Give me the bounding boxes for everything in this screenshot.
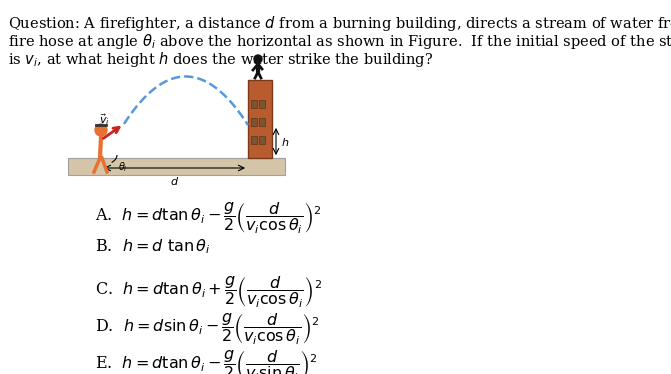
Circle shape xyxy=(95,124,107,136)
Polygon shape xyxy=(68,158,285,175)
Text: $\vec{v}_i$: $\vec{v}_i$ xyxy=(99,113,110,128)
Text: $h$: $h$ xyxy=(281,135,289,147)
Text: Question: A firefighter, a distance $d$ from a burning building, directs a strea: Question: A firefighter, a distance $d$ … xyxy=(8,14,671,33)
Text: C.  $h = d \tan \theta_i + \dfrac{g}{2}\left(\dfrac{d}{v_i \cos \theta_i}\right): C. $h = d \tan \theta_i + \dfrac{g}{2}\l… xyxy=(95,274,322,310)
Text: $\theta_i$: $\theta_i$ xyxy=(118,160,127,174)
Polygon shape xyxy=(259,136,265,144)
Polygon shape xyxy=(251,118,257,126)
Polygon shape xyxy=(259,100,265,108)
Text: B.  $h = d\ \tan \theta_i$: B. $h = d\ \tan \theta_i$ xyxy=(95,237,211,256)
Polygon shape xyxy=(248,80,272,158)
Circle shape xyxy=(254,55,262,63)
Text: E.  $h = d \tan \theta_i - \dfrac{g}{2}\left(\dfrac{d}{v_i \sin \theta_i}\right): E. $h = d \tan \theta_i - \dfrac{g}{2}\l… xyxy=(95,348,317,374)
Polygon shape xyxy=(259,118,265,126)
Text: D.  $h = d \sin \theta_i - \dfrac{g}{2}\left(\dfrac{d}{v_i \cos \theta_i}\right): D. $h = d \sin \theta_i - \dfrac{g}{2}\l… xyxy=(95,311,319,347)
Text: is $v_i$, at what height $h$ does the water strike the building?: is $v_i$, at what height $h$ does the wa… xyxy=(8,50,433,69)
Polygon shape xyxy=(251,136,257,144)
Polygon shape xyxy=(251,100,257,108)
Text: $d$: $d$ xyxy=(170,175,179,187)
Text: A.  $h = d \tan \theta_i - \dfrac{g}{2}\left(\dfrac{d}{v_i \cos \theta_i}\right): A. $h = d \tan \theta_i - \dfrac{g}{2}\l… xyxy=(95,200,321,236)
Text: fire hose at angle $\theta_i$ above the horizontal as shown in Figure.  If the i: fire hose at angle $\theta_i$ above the … xyxy=(8,32,671,51)
